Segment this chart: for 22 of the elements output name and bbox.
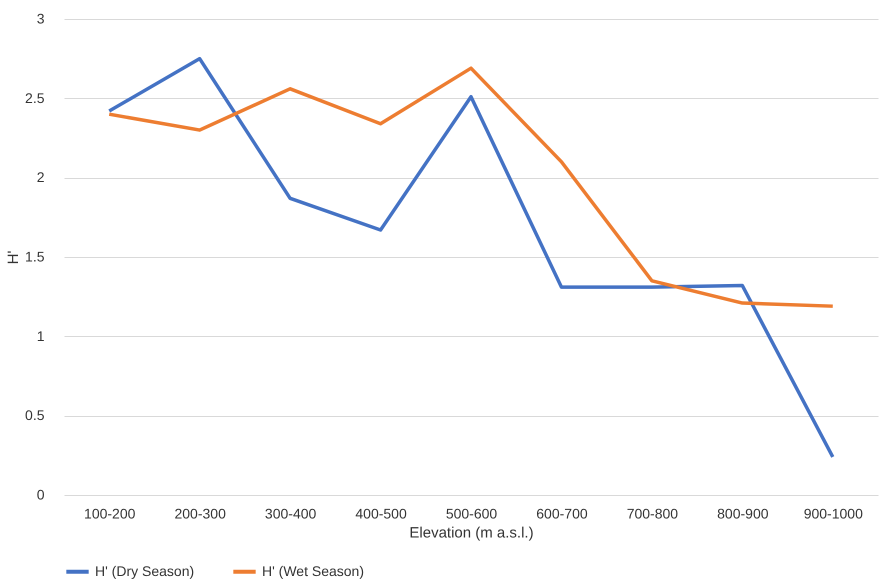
x-tick-label: 100-200 (84, 506, 136, 522)
x-tick-label: 800-900 (717, 506, 769, 522)
y-tick-label: 0 (36, 486, 45, 502)
x-tick-label: 900-1000 (804, 506, 864, 522)
x-tick-label: 300-400 (264, 506, 317, 522)
line-series (107, 56, 835, 459)
x-tick-label: 600-700 (536, 506, 588, 522)
x-tick-label: 700-800 (626, 506, 678, 522)
x-tick-label: 200-300 (174, 506, 226, 522)
y-tick-label: 1 (36, 328, 45, 344)
y-tick-label: 2.5 (25, 90, 45, 106)
y-tick-label: 1.5 (25, 248, 45, 264)
y-tick-label: 3 (36, 10, 45, 26)
x-tick-label: 500-600 (446, 506, 498, 522)
x-tick-label: 400-500 (355, 506, 407, 522)
line-series (107, 66, 835, 308)
y-axis-title: H' (5, 250, 22, 264)
legend-label: H' (Wet Season) (262, 562, 364, 579)
x-axis-title: Elevation (m a.s.l.) (409, 524, 534, 542)
y-tick-label: 2 (36, 169, 45, 186)
y-tick-label: 0.5 (25, 407, 45, 424)
legend-label: H' (Dry Season) (95, 562, 194, 579)
